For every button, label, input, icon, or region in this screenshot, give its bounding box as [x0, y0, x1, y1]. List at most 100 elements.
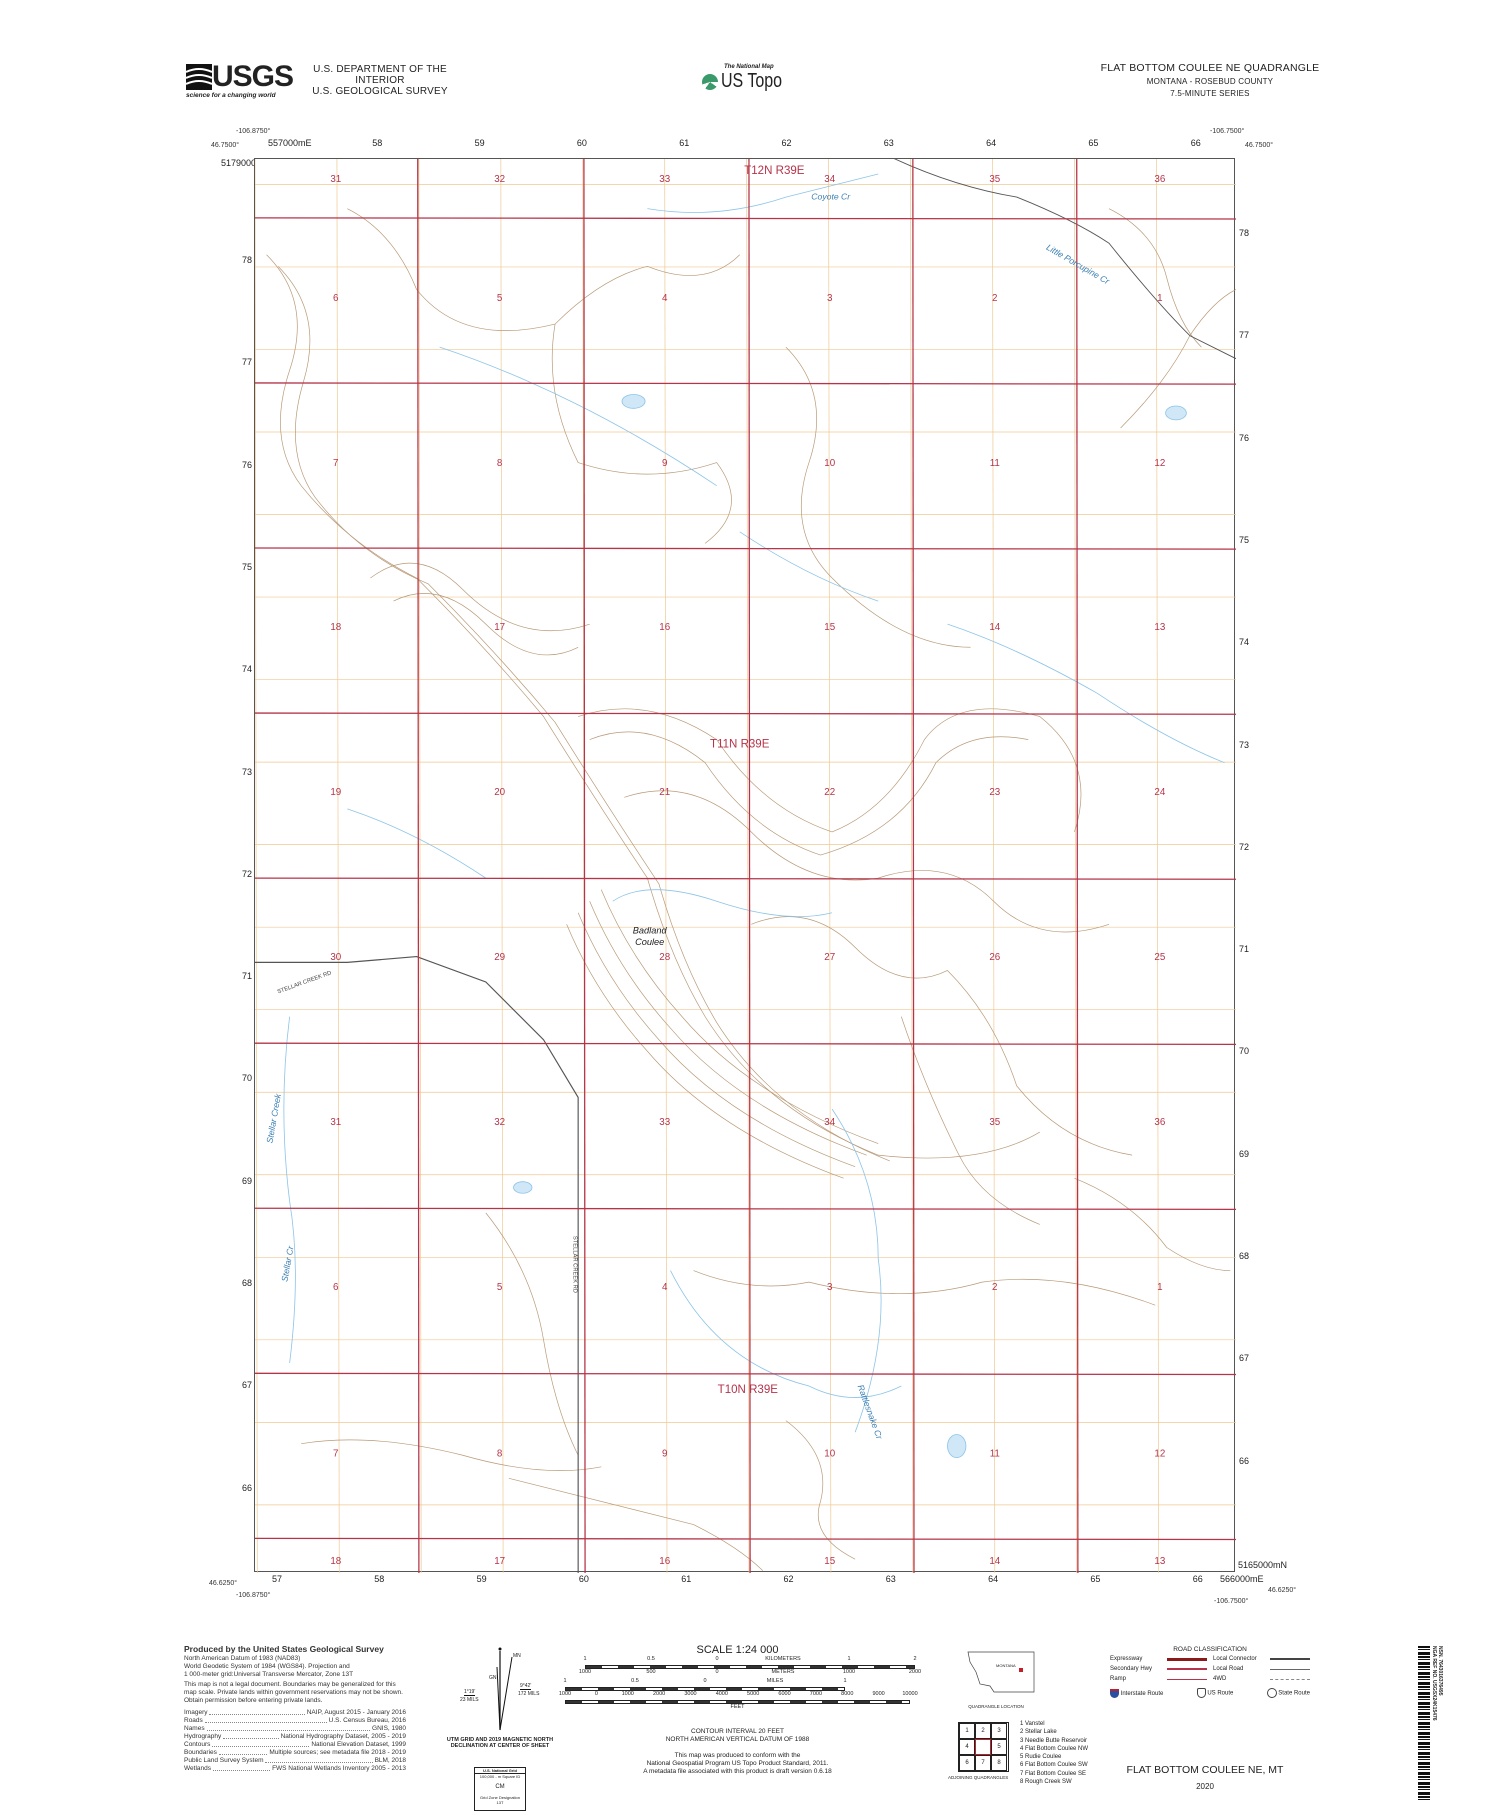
source-row: Imagery NAIP, August 2015 - January 2016	[184, 1709, 406, 1717]
quarter-section-line	[828, 158, 832, 1574]
scale-label: 2000	[652, 1691, 666, 1697]
road-class-item: Local Road	[1213, 1666, 1310, 1672]
utm-northing-left: 68	[242, 1278, 253, 1288]
scale-label: KILOMETERS	[765, 1656, 801, 1662]
section-number: 10	[824, 1448, 835, 1459]
scale-label: 1000	[578, 1669, 592, 1675]
road-line-symbol	[1270, 1678, 1310, 1680]
scale-label: 1000	[621, 1691, 634, 1697]
utm-northing-right: 78	[1239, 228, 1250, 238]
source-value: NAIP, August 2015 - January 2016	[306, 1709, 406, 1716]
section-number: 2	[992, 1282, 997, 1293]
section-number: 11	[990, 458, 1000, 469]
source-name: Hydrography	[184, 1733, 222, 1740]
section-number: 28	[659, 952, 670, 963]
section-line	[1076, 158, 1079, 1574]
topographic-map[interactable]: 31 32 33 34 35 36 6 5 4 3 2 1 7 8 9 10 11 12 18 17 16 15 14 13 1…	[254, 150, 1237, 1574]
scale-label: 500	[646, 1669, 656, 1675]
scale-label: 1000	[842, 1669, 856, 1675]
source-value: U.S. Census Bureau, 2016	[328, 1717, 406, 1724]
utm-northing-left: 67	[242, 1380, 253, 1391]
adjoining-quadrangle-name: 4 Flat Bottom Coulee NW	[1020, 1745, 1089, 1752]
scale-label: 7000	[809, 1691, 823, 1697]
utm-easting-bottom: 59	[476, 1574, 487, 1584]
scale-label: 1	[847, 1656, 851, 1662]
utm-northing-right: 70	[1239, 1046, 1250, 1057]
utm-northing-right: 67	[1239, 1353, 1250, 1364]
section-number: 24	[1154, 787, 1165, 798]
section-number: 2	[992, 293, 997, 304]
utm-northing-left: 77	[242, 357, 253, 368]
quarter-section-line	[992, 158, 996, 1574]
quarter-section-line	[254, 158, 258, 1574]
state-route-legend: State Route	[1266, 1688, 1310, 1698]
interstate-route-legend: Interstate Route	[1110, 1688, 1163, 1698]
source-value: BLM, 2018	[374, 1757, 406, 1764]
section-number: 34	[824, 174, 835, 185]
source-value: GNIS, 1980	[372, 1725, 406, 1732]
road-class-label: Local Connector	[1213, 1656, 1257, 1662]
quad-title-block: FLAT BOTTOM COULEE NE QUADRANGLE MONTANA…	[1100, 62, 1320, 98]
utm-northing-right: 69	[1239, 1148, 1250, 1159]
usgs-wave-icon	[186, 64, 212, 90]
adjoining-cell: 6	[959, 1755, 975, 1771]
section-number: 27	[824, 952, 835, 963]
quarter-section-line	[746, 158, 750, 1574]
corner-lon-bottom-right: -106.7500°	[1214, 1598, 1249, 1605]
section-number: 4	[662, 1282, 668, 1293]
interstate-shield-icon	[1110, 1688, 1119, 1698]
township-label: T10N R39E	[718, 1384, 779, 1396]
scale-label: 2000	[908, 1669, 922, 1675]
section-line	[583, 158, 586, 1574]
road-label: STELLAR CREEK RD	[277, 970, 333, 995]
utm-northing-right: 74	[1239, 637, 1250, 648]
scale-label: 0	[703, 1678, 707, 1684]
road-class-label: Local Road	[1213, 1666, 1244, 1672]
corner-lon-bottom-left: -106.8750°	[236, 1592, 271, 1599]
road-class-label: Ramp	[1110, 1676, 1127, 1682]
section-line	[254, 382, 1237, 385]
road-class-label: Expressway	[1110, 1656, 1143, 1662]
road-class-item: Ramp	[1110, 1676, 1207, 1682]
corner-lat-top-left: 46.7500°	[211, 142, 240, 149]
source-row: Names GNIS, 1980	[184, 1725, 406, 1733]
source-value: Multiple sources; see metadata file 2018…	[269, 1749, 406, 1756]
section-line	[417, 158, 420, 1574]
section-number: 15	[824, 622, 835, 633]
barcode: NSN. 7643016376495 NGA REF NO. USGSX24K1…	[1418, 1646, 1443, 1802]
section-number: 9	[662, 1448, 667, 1459]
utm-northing-left: 73	[242, 766, 253, 777]
scale-label: 9000	[872, 1691, 885, 1697]
section-number: 35	[989, 1117, 1000, 1128]
department-block: U.S. DEPARTMENT OF THE INTERIOR U.S. GEO…	[312, 64, 448, 97]
section-number: 32	[494, 1117, 505, 1128]
road-class-label: 4WD	[1213, 1676, 1227, 1682]
scale-label: 10000	[902, 1691, 918, 1697]
utm-easting-top: 66	[1190, 138, 1201, 148]
utm-easting-top: 58	[372, 138, 383, 148]
us-topo-globe-icon	[702, 73, 718, 90]
section-number: 10	[824, 458, 835, 469]
scale-bar	[565, 1687, 845, 1691]
section-line	[254, 1537, 1237, 1541]
quarter-section-line	[1074, 158, 1078, 1574]
road-line-symbol	[1270, 1668, 1310, 1670]
road-class-item: Expressway	[1110, 1656, 1207, 1662]
section-number: 5	[497, 293, 503, 304]
adjoining-cell: 5	[991, 1739, 1007, 1755]
section-number: 3	[827, 293, 833, 304]
utm-northing-right: 73	[1239, 739, 1250, 750]
scale-label: 4000	[715, 1691, 728, 1697]
coyote-creek-label: Coyote Cr	[811, 191, 851, 201]
quarter-section-line	[336, 158, 340, 1574]
section-number: 17	[494, 622, 505, 633]
section-number: 1	[1157, 293, 1162, 304]
section-line	[254, 712, 1237, 715]
section-number: 7	[333, 458, 338, 469]
utm-northing-left: 76	[242, 459, 253, 470]
montana-outline-icon	[967, 1651, 1035, 1693]
utm-northing-right: 71	[1239, 944, 1250, 955]
section-line	[254, 217, 1237, 220]
section-line	[254, 547, 1237, 550]
